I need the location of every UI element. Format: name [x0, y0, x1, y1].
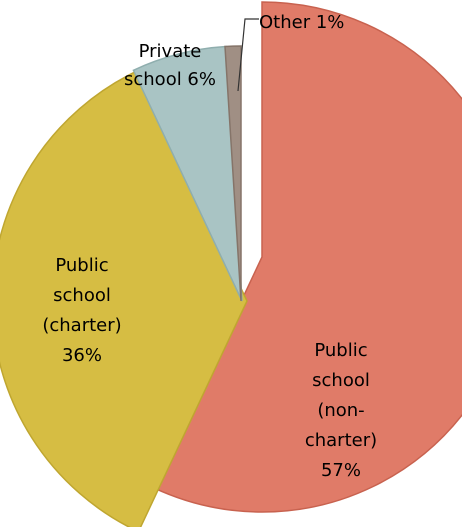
slice-label-line: (charter)	[42, 315, 121, 336]
pie-slice-1	[152, 1, 462, 513]
slice-label-line: Public	[55, 255, 108, 276]
slice-label-line: school	[312, 370, 370, 391]
slice-label-3: Private school 6%	[124, 41, 216, 90]
slice-label-1: Public school (non-charter) 57%	[305, 340, 377, 481]
slice-label-line: school 6%	[124, 69, 216, 90]
slice-label-4: Other 1%	[259, 12, 344, 33]
slice-label-line: (non-	[317, 400, 364, 421]
slice-label-line: school	[53, 285, 111, 306]
slice-label-line: 36%	[62, 345, 102, 366]
slice-label-line: Public	[314, 340, 367, 361]
slice-label-line: 57%	[321, 460, 361, 481]
slice-label-line: Private	[139, 41, 202, 62]
slice-label-line: charter)	[305, 430, 377, 451]
slice-label-line: Other 1%	[259, 12, 344, 33]
leader-line	[237, 18, 259, 92]
pie-slice-2	[0, 69, 248, 527]
slice-label-2: Public school (charter) 36%	[42, 255, 121, 366]
pie-slice-4	[224, 45, 242, 302]
